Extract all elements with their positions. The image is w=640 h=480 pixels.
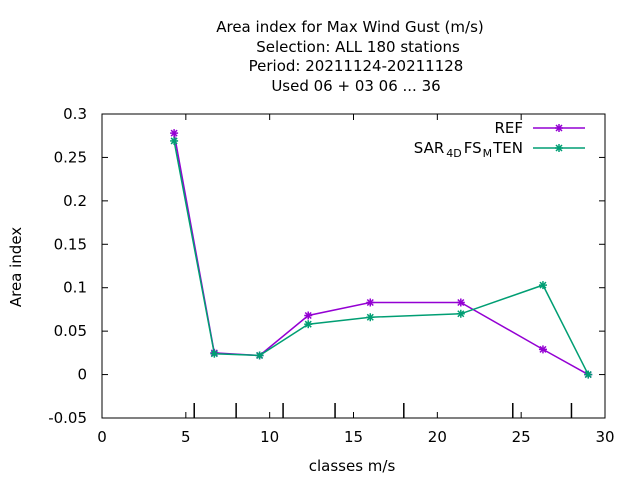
legend-samples bbox=[533, 124, 585, 152]
data-point-sar bbox=[170, 136, 179, 145]
x-tick-label: 30 bbox=[595, 428, 614, 446]
series-sar bbox=[170, 136, 593, 379]
point-d2 bbox=[304, 320, 312, 328]
y-tick-label: 0.15 bbox=[54, 235, 87, 253]
axis-ticks bbox=[101, 113, 606, 419]
data-point-ref bbox=[304, 311, 313, 320]
legend-marker-sar bbox=[555, 144, 563, 152]
chart-title: Area index for Max Wind Gust (m/s) Selec… bbox=[216, 18, 484, 95]
x-tick-label: 5 bbox=[181, 428, 191, 446]
x-axis-label: classes m/s bbox=[309, 457, 396, 475]
title-line-4: Used 06 + 03 06 ... 36 bbox=[271, 77, 440, 95]
y-axis-label: Area index bbox=[7, 227, 25, 307]
data-point-sar bbox=[304, 320, 313, 329]
data-point-sar bbox=[210, 349, 219, 358]
legend-label-ref: REF bbox=[494, 119, 523, 137]
data-point-ref bbox=[456, 298, 465, 307]
x-tick-label: 20 bbox=[428, 428, 447, 446]
title-line-1: Area index for Max Wind Gust (m/s) bbox=[216, 18, 484, 36]
y-tick-label: -0.05 bbox=[48, 409, 87, 427]
class-boundary-markers bbox=[193, 403, 573, 418]
point-d2 bbox=[457, 298, 465, 307]
data-point-ref bbox=[366, 298, 375, 307]
y-tick-label: 0.3 bbox=[63, 105, 87, 123]
x-tick-label: 0 bbox=[97, 428, 107, 446]
point-d2 bbox=[170, 129, 178, 137]
point-d2 bbox=[555, 124, 563, 132]
y-tick-label: 0 bbox=[77, 366, 87, 384]
x-tick-label: 15 bbox=[344, 428, 363, 446]
point-d2 bbox=[366, 298, 374, 307]
title-line-2: Selection: ALL 180 stations bbox=[256, 38, 460, 56]
axis-tick-labels: 0 5 10 15 20 25 30 -0.05 0 0.05 0.1 0.15 0.2 0.25 0.3 bbox=[48, 105, 614, 446]
point-d2 bbox=[555, 144, 563, 152]
y-tick-label: 0.1 bbox=[63, 279, 87, 297]
series-ref bbox=[170, 129, 593, 379]
data-point-sar bbox=[456, 309, 465, 318]
data-point-sar bbox=[255, 351, 264, 360]
point-d2 bbox=[210, 350, 218, 358]
point-d2 bbox=[170, 137, 178, 145]
legend-sar-part-2: FS bbox=[464, 139, 482, 157]
point-d2 bbox=[539, 281, 547, 289]
y-tick-label: 0.05 bbox=[54, 322, 87, 340]
point-d2 bbox=[539, 345, 547, 353]
legend-sar-part-3: TEN bbox=[492, 139, 523, 157]
series-layer bbox=[170, 129, 593, 379]
legend-sar-subscript-1: 4D bbox=[446, 147, 461, 160]
point-d2 bbox=[584, 371, 592, 379]
legend-sar-subscript-2: M bbox=[483, 147, 493, 160]
x-tick-label: 25 bbox=[512, 428, 531, 446]
data-point-ref bbox=[170, 129, 179, 138]
legend-label-sar: SAR 4D FSMTEN bbox=[414, 139, 523, 160]
series-line-sar bbox=[173, 140, 589, 375]
series-line-ref bbox=[173, 132, 589, 376]
y-tick-label: 0.2 bbox=[63, 192, 87, 210]
title-line-3: Period: 20211124-20211128 bbox=[249, 57, 464, 75]
legend: REF SAR 4D FSMTEN bbox=[414, 119, 585, 160]
legend-marker-ref bbox=[555, 124, 563, 132]
data-point-sar bbox=[538, 281, 547, 290]
data-point-sar bbox=[366, 313, 375, 322]
legend-sar-part-1: SAR bbox=[414, 139, 444, 157]
point-d2 bbox=[304, 311, 312, 320]
x-tick-label: 10 bbox=[260, 428, 279, 446]
point-d2 bbox=[366, 313, 374, 321]
data-point-ref bbox=[538, 345, 547, 354]
y-tick-label: 0.25 bbox=[54, 148, 87, 166]
point-d2 bbox=[256, 351, 264, 359]
data-point-sar bbox=[584, 370, 593, 379]
point-d2 bbox=[457, 310, 465, 318]
